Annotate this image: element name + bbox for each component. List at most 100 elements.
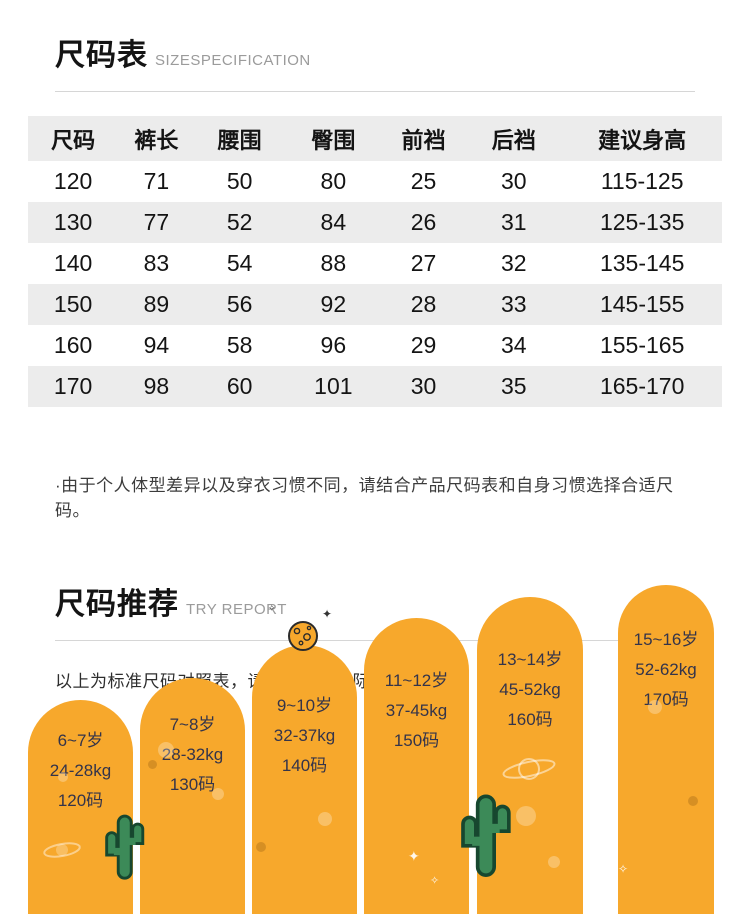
arch-age: 6~7岁 <box>57 731 104 750</box>
col-header-length: 裤长 <box>134 127 179 153</box>
table-cell: 98 <box>143 373 170 399</box>
arch-age: 11~12岁 <box>384 671 449 690</box>
table-row: 130 77 52 84 26 31 125-135 <box>28 202 722 243</box>
col-header-back: 后裆 <box>491 127 536 153</box>
table-cell: 30 <box>500 168 527 194</box>
size-recommendation-subtitle: TRY REPORT <box>186 601 287 618</box>
table-cell: 31 <box>500 209 527 235</box>
arch-size-160: 13~14岁 45-52kg 160码 <box>477 597 583 914</box>
arch-size: 150码 <box>393 731 440 750</box>
arch-weight: 45-52kg <box>499 680 561 699</box>
table-cell: 89 <box>143 291 170 317</box>
decorative-dot <box>516 806 536 826</box>
decorative-dot <box>158 742 174 758</box>
arch-age: 9~10岁 <box>276 696 333 715</box>
size-table-title: 尺码表 <box>55 39 148 72</box>
table-cell: 115-125 <box>600 168 684 194</box>
size-note: ·由于个人体型差异以及穿衣习惯不同，请结合产品尺码表和自身习惯选择合适尺码。 <box>55 476 674 520</box>
table-cell: 33 <box>500 291 527 317</box>
table-cell: 125-135 <box>599 209 685 235</box>
arch-size-170: 15~16岁 52-62kg 170码 <box>618 585 714 914</box>
arch-size-120: 6~7岁 24-28kg 120码 <box>28 700 133 914</box>
col-header-waist: 腰围 <box>217 127 262 153</box>
star-icon: ✧ <box>430 875 440 887</box>
decorative-dot <box>318 812 332 826</box>
arch-size: 130码 <box>169 775 216 794</box>
decorative-dot <box>548 856 560 868</box>
arch-weight: 37-45kg <box>385 701 448 720</box>
decorative-dot <box>688 796 698 806</box>
size-recommendation-section-header: 尺码推荐 TRY REPORT <box>55 579 695 641</box>
arch-size: 160码 <box>507 710 553 729</box>
col-header-hip: 臀围 <box>311 127 356 153</box>
table-cell: 96 <box>320 332 347 358</box>
arch-age: 15~16岁 <box>633 630 699 649</box>
table-cell: 140 <box>53 250 93 276</box>
sparkle-icon: ✧ <box>268 603 276 613</box>
arch-size-140: 9~10岁 32-37kg 140码 <box>252 645 357 914</box>
table-cell: 29 <box>410 332 437 358</box>
size-recommendation-title: 尺码推荐 <box>55 588 179 621</box>
arch-size: 120码 <box>57 791 104 810</box>
decorative-dot <box>648 700 662 714</box>
arch-age: 7~8岁 <box>169 715 216 734</box>
decorative-dot <box>58 772 68 782</box>
table-cell: 28 <box>410 291 437 317</box>
size-table: 尺码 裤长 腰围 臀围 前裆 后裆 建议身高 120 71 50 80 25 3… <box>28 116 722 407</box>
table-cell: 101 <box>314 373 353 399</box>
arch-size-150: 11~12岁 37-45kg 150码 <box>364 618 469 914</box>
size-table-subtitle: SIZESPECIFICATION <box>155 52 311 69</box>
arch-weight: 28-32kg <box>161 745 224 764</box>
arch-size-130: 7~8岁 28-32kg 130码 <box>140 678 245 914</box>
table-cell: 155-165 <box>599 332 685 358</box>
arch-size: 170码 <box>643 690 689 709</box>
table-cell: 34 <box>500 332 527 358</box>
table-cell: 60 <box>226 373 253 399</box>
size-table-header-row: 尺码 裤长 腰围 臀围 前裆 后裆 建议身高 <box>28 116 722 161</box>
table-cell: 92 <box>320 291 347 317</box>
table-row: 170 98 60 101 30 35 165-170 <box>28 366 722 407</box>
table-cell: 170 <box>53 373 93 399</box>
table-cell: 35 <box>500 373 527 399</box>
col-header-size: 尺码 <box>51 127 96 153</box>
table-cell: 150 <box>53 291 93 317</box>
table-row: 150 89 56 92 28 33 145-155 <box>28 284 722 325</box>
arch-weight: 52-62kg <box>635 660 697 679</box>
col-header-height: 建议身高 <box>598 127 687 153</box>
size-recommendation-arches: 6~7岁 24-28kg 120码 7~8岁 28-32kg 130码 9~10… <box>0 574 750 914</box>
sparkle-icon: ✦ <box>322 607 333 621</box>
decorative-dot <box>148 760 157 769</box>
table-cell: 26 <box>410 209 437 235</box>
arch-size: 140码 <box>281 756 328 775</box>
arch-age: 13~14岁 <box>497 650 563 669</box>
table-cell: 165-170 <box>599 373 685 399</box>
table-cell: 77 <box>143 209 170 235</box>
table-cell: 50 <box>226 168 253 194</box>
table-cell: 145-155 <box>599 291 685 317</box>
table-cell: 56 <box>226 291 253 317</box>
table-cell: 25 <box>410 168 437 194</box>
table-cell: 71 <box>143 168 170 194</box>
table-row: 140 83 54 88 27 32 135-145 <box>28 243 722 284</box>
table-row: 120 71 50 80 25 30 115-125 <box>28 161 722 202</box>
size-table-section-header: 尺码表 SIZESPECIFICATION <box>55 30 695 92</box>
decorative-dot <box>256 842 266 852</box>
decorative-dot <box>212 788 224 800</box>
table-cell: 130 <box>53 209 93 235</box>
col-header-front: 前裆 <box>401 127 446 153</box>
table-cell: 80 <box>320 168 347 194</box>
table-cell: 94 <box>143 332 170 358</box>
table-cell: 27 <box>410 250 437 276</box>
table-cell: 54 <box>226 250 253 276</box>
table-cell: 84 <box>320 209 347 235</box>
table-cell: 88 <box>320 250 347 276</box>
table-cell: 58 <box>226 332 253 358</box>
table-cell: 135-145 <box>599 250 685 276</box>
table-cell: 160 <box>53 332 93 358</box>
star-icon: ✧ <box>618 862 629 876</box>
table-cell: 30 <box>410 373 437 399</box>
star-icon: ✦ <box>408 848 420 864</box>
table-row: 160 94 58 96 29 34 155-165 <box>28 325 722 366</box>
table-cell: 52 <box>226 209 253 235</box>
table-cell: 83 <box>143 250 170 276</box>
